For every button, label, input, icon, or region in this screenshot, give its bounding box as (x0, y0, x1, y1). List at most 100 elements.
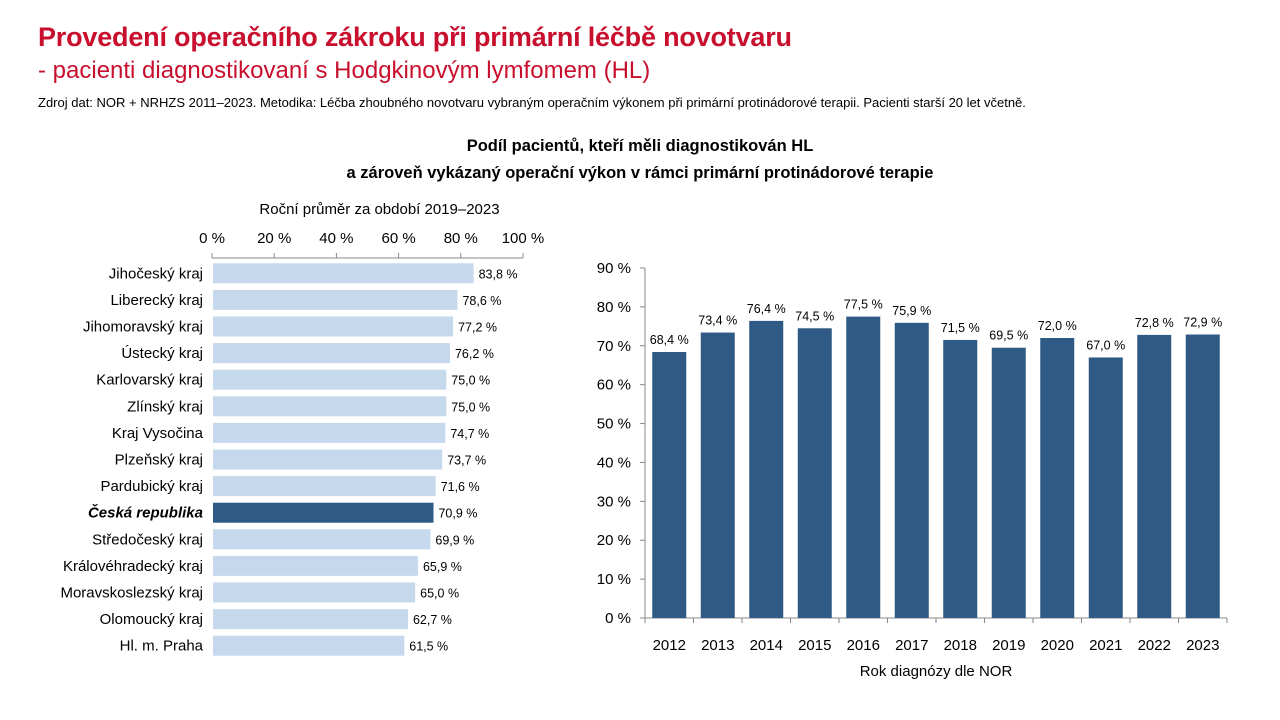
category-label: Královéhradecký kraj (63, 558, 203, 575)
data-label: 77,5 % (844, 298, 883, 312)
bar (213, 289, 458, 310)
bar (749, 320, 784, 618)
y-tick-label: 0 % (605, 610, 631, 627)
x-tick-label: 0 % (199, 230, 225, 247)
y-tick-label: 10 % (597, 571, 631, 588)
category-label: Jihomoravský kraj (83, 319, 203, 336)
x-tick-label: 2018 (944, 637, 977, 654)
category-label: Plzeňský kraj (115, 452, 203, 469)
category-label: Ústecký kraj (121, 345, 203, 362)
x-tick-label: 2016 (847, 637, 880, 654)
y-tick-label: 40 % (597, 454, 631, 471)
data-label: 65,0 % (420, 587, 459, 601)
bar (213, 609, 408, 630)
category-label: Zlínský kraj (127, 398, 203, 415)
data-label: 68,4 % (650, 333, 689, 347)
data-label: 69,5 % (989, 329, 1028, 343)
data-source-note: Zdroj dat: NOR + NRHZS 2011–2023. Metodi… (38, 95, 1026, 110)
bar (846, 316, 881, 618)
bar (1137, 334, 1172, 618)
x-tick-label: 2019 (992, 637, 1025, 654)
bar (1088, 357, 1123, 618)
x-tick-label: 2013 (701, 637, 734, 654)
data-label: 78,6 % (462, 294, 501, 308)
y-tick-label: 70 % (597, 338, 631, 355)
bar (213, 449, 443, 470)
data-label: 73,7 % (447, 454, 486, 468)
data-label: 76,4 % (747, 302, 786, 316)
data-label: 74,7 % (450, 427, 489, 441)
data-label: 76,2 % (455, 347, 494, 361)
data-label: 74,5 % (795, 309, 834, 323)
bar (213, 422, 446, 443)
x-tick-label: 2020 (1041, 637, 1074, 654)
bar (1040, 338, 1075, 618)
x-axis-label: Rok diagnózy dle NOR (860, 663, 1013, 680)
category-label: Olomoucký kraj (100, 611, 203, 628)
bar (213, 502, 434, 523)
bar (213, 529, 431, 550)
x-tick-label: 2022 (1138, 637, 1171, 654)
category-label: Středočeský kraj (92, 531, 203, 548)
data-label: 75,0 % (451, 400, 490, 414)
y-tick-label: 80 % (597, 299, 631, 316)
y-tick-label: 60 % (597, 377, 631, 394)
bar (943, 339, 978, 618)
data-label: 75,9 % (892, 304, 931, 318)
data-label: 65,9 % (423, 560, 462, 574)
category-label: Kraj Vysočina (112, 425, 204, 442)
category-label: Karlovarský kraj (96, 372, 203, 389)
data-label: 73,4 % (698, 314, 737, 328)
data-label: 77,2 % (458, 321, 497, 335)
data-label: 70,9 % (438, 507, 477, 521)
category-label: Moravskoslezský kraj (60, 585, 203, 602)
bar (213, 396, 447, 417)
x-tick-label: 2023 (1186, 637, 1219, 654)
data-label: 62,7 % (413, 613, 452, 627)
data-label: 69,9 % (435, 533, 474, 547)
x-tick-label: 80 % (444, 230, 478, 247)
data-label: 72,8 % (1135, 316, 1174, 330)
bar (213, 369, 447, 390)
data-label: 72,0 % (1038, 319, 1077, 333)
bar (1185, 334, 1220, 618)
page-subtitle: - pacienti diagnostikovaní s Hodgkinovým… (38, 57, 651, 84)
chart-title-line-2: a zároveň vykázaný operační výkon v rámc… (346, 164, 934, 182)
data-label: 83,8 % (479, 267, 518, 281)
category-label: Jihočeský kraj (109, 265, 203, 282)
category-label: Hl. m. Praha (120, 638, 204, 655)
bar (213, 582, 416, 603)
bar (213, 263, 474, 284)
x-tick-label: 2015 (798, 637, 831, 654)
y-tick-label: 20 % (597, 532, 631, 549)
data-label: 75,0 % (451, 374, 490, 388)
category-label: Česká republika (88, 504, 203, 522)
bar (797, 328, 832, 618)
bar (213, 316, 454, 337)
chart-title: Podíl pacientů, kteří měli diagnostiková… (0, 133, 1280, 187)
x-tick-label: 2012 (653, 637, 686, 654)
bar (894, 322, 929, 618)
page-title: Provedení operačního zákroku při primárn… (38, 22, 792, 52)
bar (991, 347, 1026, 618)
x-tick-label: 40 % (319, 230, 353, 247)
x-tick-label: 2017 (895, 637, 928, 654)
data-label: 71,6 % (441, 480, 480, 494)
x-tick-label: 2021 (1089, 637, 1122, 654)
data-label: 72,9 % (1183, 316, 1222, 330)
y-tick-label: 90 % (597, 260, 631, 277)
bar (652, 352, 687, 618)
x-tick-label: 60 % (381, 230, 415, 247)
chart-title-line-1: Podíl pacientů, kteří měli diagnostiková… (466, 137, 814, 155)
y-tick-label: 30 % (597, 493, 631, 510)
data-label: 71,5 % (941, 321, 980, 335)
bar (213, 555, 418, 576)
bar (700, 332, 735, 618)
data-label: 67,0 % (1086, 338, 1125, 352)
bar (213, 476, 436, 497)
regional-chart-title: Roční průměr za období 2019–2023 (259, 201, 499, 218)
category-label: Pardubický kraj (100, 478, 203, 495)
x-tick-label: 100 % (502, 230, 545, 247)
